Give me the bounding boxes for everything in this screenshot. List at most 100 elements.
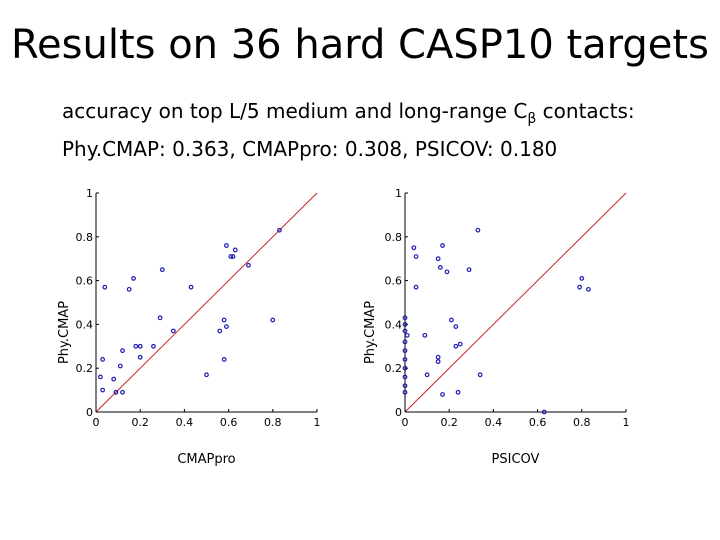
chart2-point xyxy=(402,348,408,354)
chart2-y-axis-label: Phy.CMAP xyxy=(363,301,378,364)
chart2-point xyxy=(402,374,408,380)
chart2-x-tick-label: 1 xyxy=(623,416,630,429)
subtitle-line-1: accuracy on top L/5 medium and long-rang… xyxy=(62,96,635,134)
slide-title: Results on 36 hard CASP10 targets xyxy=(11,22,709,68)
chart1-point xyxy=(217,328,223,334)
chart2-x-axis-label: PSICOV xyxy=(492,452,540,467)
chart2-point xyxy=(466,267,472,273)
chart2-y-tick-label: 0.2 xyxy=(385,362,403,375)
chart2-point xyxy=(440,392,445,397)
chart2-point xyxy=(457,341,463,347)
chart2-point xyxy=(404,332,410,338)
chart1-x-tick-label: 0.8 xyxy=(264,416,282,429)
chart1-point xyxy=(270,317,276,323)
chart1-y-tick-label: 0.8 xyxy=(76,231,94,244)
chart2-point xyxy=(437,265,443,270)
chart1-point xyxy=(277,227,282,233)
chart1-point xyxy=(204,372,209,378)
chart2-point xyxy=(402,315,408,321)
chart2-point xyxy=(435,359,441,365)
chart2-point xyxy=(422,332,428,338)
chart1-x-tick-label: 0.4 xyxy=(176,416,194,429)
chart2-point xyxy=(435,256,441,262)
chart1-point xyxy=(170,328,176,334)
chart1-y-tick-label: 0.2 xyxy=(76,362,94,375)
chart2-point xyxy=(449,317,454,323)
chart2-x-tick-label: 0 xyxy=(402,416,409,429)
chart2-point xyxy=(455,389,461,395)
chart2-point xyxy=(402,389,408,395)
chart1-point xyxy=(102,284,108,290)
chart1-point xyxy=(151,343,156,349)
chart1-point xyxy=(98,374,103,380)
chart2-y-tick-label: 0 xyxy=(395,406,402,419)
chart2-point xyxy=(411,245,417,251)
chart1-x-tick-label: 1 xyxy=(314,416,321,429)
chart1-point xyxy=(126,286,132,292)
chart2-point xyxy=(402,328,408,334)
chart1-x-tick-label: 0.2 xyxy=(131,416,149,429)
chart1-point xyxy=(100,387,106,393)
chart2-y-tick-label: 0.6 xyxy=(385,275,403,288)
chart1-point xyxy=(137,343,143,349)
chart1-point xyxy=(117,363,123,369)
chart1-point xyxy=(232,247,238,253)
chart2-point xyxy=(413,284,419,290)
chart2-point xyxy=(424,372,430,378)
chart2-x-tick-label: 0.6 xyxy=(529,416,547,429)
chart2-point xyxy=(477,372,483,378)
chart1-y-tick-label: 1 xyxy=(86,187,93,200)
chart1-point xyxy=(111,376,117,382)
chart1-point xyxy=(133,343,139,349)
chart2-point xyxy=(453,343,459,349)
chart1-point xyxy=(221,317,227,323)
chart1-x-tick-label: 0.6 xyxy=(220,416,238,429)
subtitle-line-1-prefix: accuracy on top L/5 medium and long-rang… xyxy=(62,99,528,123)
chart1-point xyxy=(221,357,227,362)
chart1-point xyxy=(228,254,234,259)
chart2-point xyxy=(444,269,450,275)
chart1-point xyxy=(223,324,229,329)
chart1-point xyxy=(188,284,194,290)
subtitle-beta-subscript: β xyxy=(527,111,537,127)
chart1-point xyxy=(230,254,236,259)
chart1-point xyxy=(113,389,119,395)
chart2-point xyxy=(586,286,591,292)
chart2-point xyxy=(475,227,481,233)
chart1-y-axis-label: Phy.CMAP xyxy=(57,301,72,364)
chart2-point xyxy=(402,365,408,371)
chart1-x-tick-label: 0 xyxy=(93,416,100,429)
subtitle-line-1-suffix: contacts: xyxy=(536,99,635,123)
chart2-y-tick-label: 1 xyxy=(395,187,402,200)
chart2-point xyxy=(541,409,547,415)
chart2-point xyxy=(579,276,585,281)
chart2-point xyxy=(413,254,419,259)
chart1-point xyxy=(100,357,106,362)
chart1-y-tick-label: 0.6 xyxy=(76,275,94,288)
chart1-point xyxy=(159,267,165,273)
chart1-point xyxy=(137,354,143,360)
chart2-y-tick-label: 0.4 xyxy=(385,318,403,331)
chart1-point xyxy=(131,276,136,281)
chart2-x-tick-label: 0.4 xyxy=(485,416,503,429)
chart2-point xyxy=(402,383,408,389)
chart2-x-tick-label: 0.8 xyxy=(573,416,591,429)
chart2-diagonal-line xyxy=(404,192,627,413)
chart2-point xyxy=(435,354,441,360)
chart1-x-axis-label: CMAPpro xyxy=(177,452,235,467)
chart1-point xyxy=(223,243,229,248)
chart2-point xyxy=(402,339,408,345)
chart2-point xyxy=(440,243,445,248)
chart1-point xyxy=(120,348,125,354)
chart1-point xyxy=(157,315,163,321)
subtitle-line-2: Phy.CMAP: 0.363, CMAPpro: 0.308, PSICOV:… xyxy=(62,137,558,161)
chart1-point xyxy=(246,262,251,268)
chart1-point xyxy=(120,389,125,395)
chart2-point xyxy=(453,324,459,329)
chart1-y-tick-label: 0 xyxy=(86,406,93,419)
chart1-y-tick-label: 0.4 xyxy=(76,318,94,331)
chart2-point xyxy=(402,357,408,362)
chart2-point xyxy=(577,284,582,290)
chart2-point xyxy=(402,322,408,327)
